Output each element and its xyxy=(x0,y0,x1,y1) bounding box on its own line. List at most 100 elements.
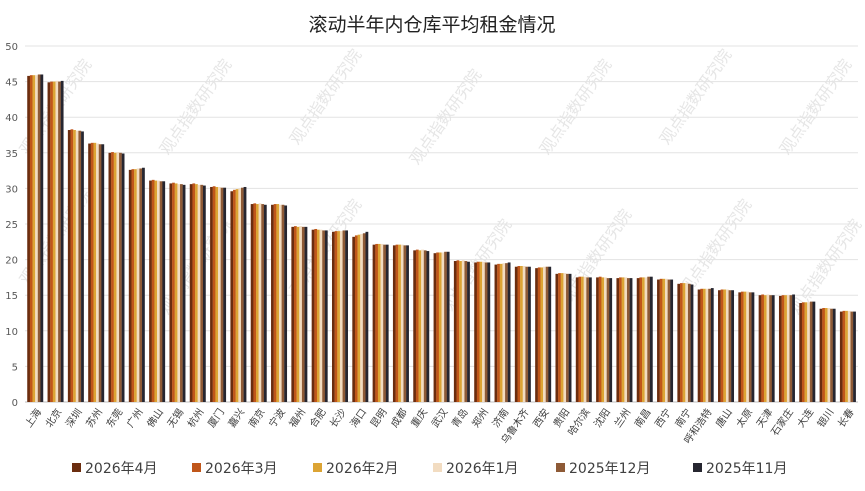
bar xyxy=(162,181,166,402)
bar xyxy=(395,244,399,402)
x-tick-label: 深圳 xyxy=(63,407,84,430)
bar xyxy=(642,277,645,402)
bar xyxy=(240,187,244,402)
bar xyxy=(331,231,335,402)
x-tick-label: 合肥 xyxy=(306,406,328,430)
bar xyxy=(624,277,628,402)
bar xyxy=(47,82,51,402)
x-tick-label: 海口 xyxy=(347,406,369,430)
bar xyxy=(32,75,36,402)
x-tick-label: 无锡 xyxy=(164,406,186,430)
bar xyxy=(459,261,462,402)
bar xyxy=(304,226,308,402)
bar xyxy=(560,273,564,402)
bar xyxy=(157,180,160,402)
legend-item: 2026年4月 xyxy=(72,461,158,477)
bar-group xyxy=(677,283,694,402)
bar xyxy=(687,283,691,402)
bar-group xyxy=(311,228,328,402)
bar xyxy=(784,295,788,402)
bar-group xyxy=(413,249,430,402)
watermark-text: 观点指数研究院 xyxy=(656,46,736,149)
bar xyxy=(319,229,323,402)
bar-group xyxy=(271,204,288,402)
x-tick-label: 西安 xyxy=(530,406,552,430)
bar xyxy=(200,184,204,402)
y-tick-label: 20 xyxy=(5,256,18,267)
bar xyxy=(311,229,315,402)
bar xyxy=(195,184,198,402)
bar xyxy=(758,295,762,402)
bar xyxy=(441,252,445,402)
bar xyxy=(680,283,683,402)
bar-group xyxy=(616,277,633,402)
bar-group xyxy=(47,80,64,402)
x-tick-label: 西宁 xyxy=(652,406,674,430)
y-tick-label: 30 xyxy=(5,184,18,195)
bar xyxy=(514,266,518,402)
x-tick-label: 长沙 xyxy=(328,407,349,430)
bar xyxy=(540,267,544,402)
bar xyxy=(763,295,767,402)
bar xyxy=(78,130,82,403)
bar xyxy=(284,205,288,402)
y-tick-label: 10 xyxy=(5,327,18,338)
bar xyxy=(352,236,356,402)
bar-group xyxy=(433,251,450,402)
bar xyxy=(316,229,320,402)
bar-group xyxy=(819,308,836,402)
bar xyxy=(476,261,480,402)
bar xyxy=(853,311,856,402)
watermark-text: 观点指数研究院 xyxy=(786,216,865,319)
bar xyxy=(177,184,181,402)
bar xyxy=(702,288,706,402)
x-tick-label: 大连 xyxy=(794,406,816,430)
bar xyxy=(40,74,44,402)
bar xyxy=(487,262,491,402)
bar xyxy=(718,290,721,402)
bar xyxy=(601,277,605,402)
bar xyxy=(494,264,498,402)
bar xyxy=(847,310,851,402)
bar xyxy=(548,266,552,402)
bar xyxy=(233,189,236,402)
bar xyxy=(819,308,823,402)
bar xyxy=(474,262,477,402)
legend-swatch xyxy=(693,463,702,472)
bar xyxy=(426,251,430,402)
bar xyxy=(121,153,125,402)
bar xyxy=(215,186,219,402)
x-tick-label: 厦门 xyxy=(205,406,227,430)
legend-swatch xyxy=(433,463,442,472)
bar xyxy=(438,252,442,402)
bar xyxy=(128,169,132,402)
bar xyxy=(479,261,483,402)
legend-swatch xyxy=(556,463,565,472)
bar xyxy=(212,186,216,402)
legend-label: 2026年3月 xyxy=(205,461,278,477)
bar xyxy=(621,277,625,402)
bar xyxy=(604,277,607,402)
x-tick-label: 上海 xyxy=(22,406,44,430)
chart-title: 滚动半年内仓库平均租金情况 xyxy=(308,14,555,36)
bar xyxy=(243,186,247,402)
bar xyxy=(182,184,186,402)
bar xyxy=(202,185,206,402)
bar xyxy=(662,278,666,402)
x-tick-label: 银川 xyxy=(814,406,836,430)
bar-group xyxy=(291,226,308,402)
bar xyxy=(220,187,224,402)
bar xyxy=(766,294,770,402)
bar xyxy=(421,249,424,402)
bar xyxy=(461,260,465,402)
bar-group xyxy=(27,74,44,403)
bar xyxy=(375,243,379,402)
bar-group xyxy=(596,276,613,402)
x-tick-label: 长春 xyxy=(835,407,856,430)
x-tick-label: 郑州 xyxy=(469,406,491,430)
legend-label: 2025年11月 xyxy=(706,461,787,477)
bar xyxy=(830,308,833,402)
bar xyxy=(667,279,671,402)
bar xyxy=(845,310,848,402)
